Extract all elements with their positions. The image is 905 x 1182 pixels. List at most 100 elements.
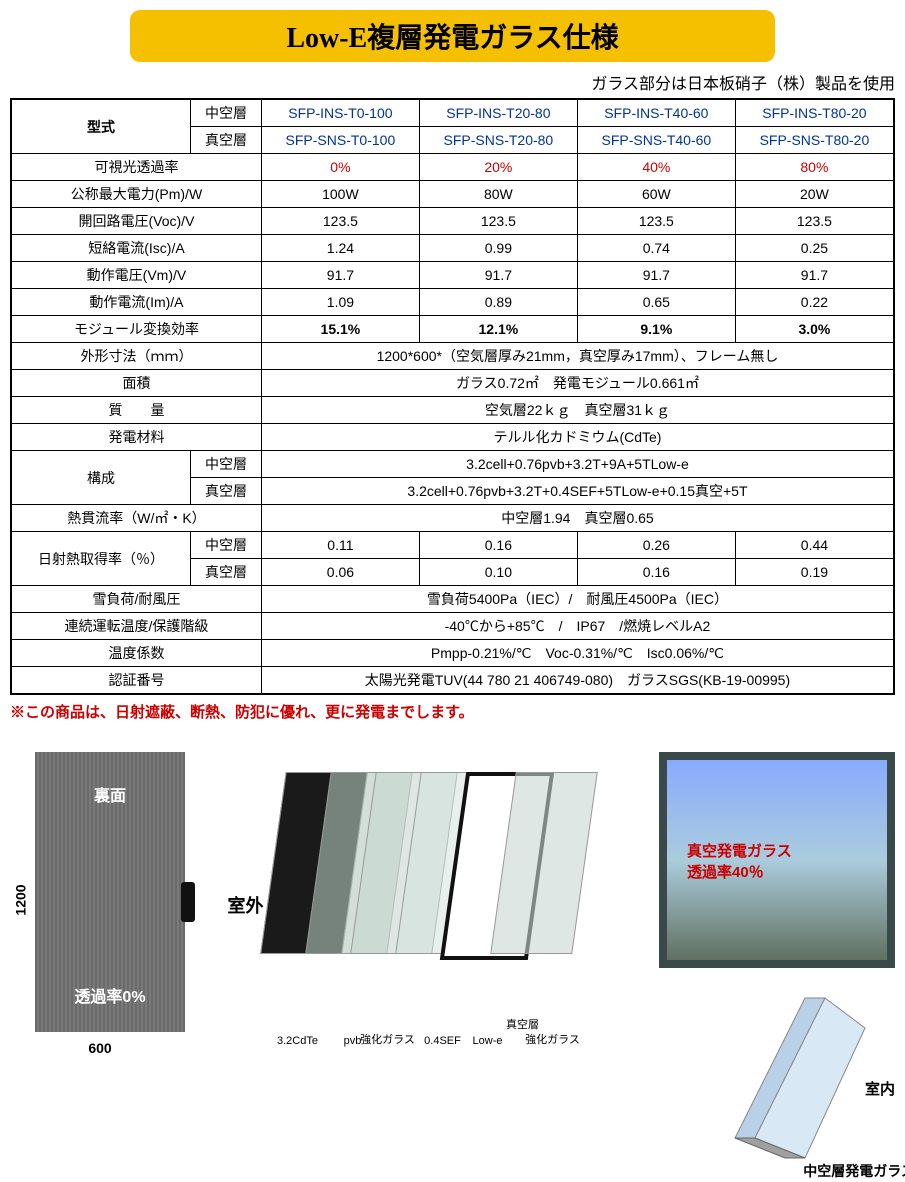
model-header: 型式: [11, 99, 191, 154]
cell: 123.5: [735, 208, 894, 235]
row-label: 動作電流(Im)/A: [11, 289, 261, 316]
cell: 0.26: [577, 532, 735, 559]
connector-icon: [181, 882, 195, 922]
cell: 1.09: [261, 289, 419, 316]
corner-caption: 中空層発電ガラス: [803, 1161, 905, 1181]
row-label: 熱貫流率（W/㎡・K）: [11, 505, 261, 532]
cell: 80W: [419, 181, 577, 208]
layer-label: Low-e: [458, 1035, 518, 1047]
cell: 123.5: [577, 208, 735, 235]
cell: ガラス0.72㎡ 発電モジュール0.661㎡: [261, 370, 894, 397]
cell: テルル化カドミウム(CdTe): [261, 424, 894, 451]
cell: 40%: [577, 154, 735, 181]
photo-line2: 透過率40％: [687, 861, 792, 882]
cell: 0.06: [261, 559, 419, 586]
cell: 91.7: [735, 262, 894, 289]
page-subtitle: ガラス部分は日本板硝子（株）製品を使用: [10, 70, 895, 94]
cell: SFP-INS-T40-60: [577, 99, 735, 127]
row-label: 発電材料: [11, 424, 261, 451]
panel-width-label: 600: [10, 1040, 190, 1056]
panel-rect: 裏面 透過率0%: [35, 752, 185, 1032]
photo-overlay: 真空発電ガラス 透過率40％: [687, 840, 792, 882]
spec-table: 型式 中空層 SFP-INS-T0-100 SFP-INS-T20-80 SFP…: [10, 98, 895, 695]
row-label: 中空層: [191, 451, 262, 478]
cell: 123.5: [261, 208, 419, 235]
cell: 0.65: [577, 289, 735, 316]
cell: SFP-INS-T0-100: [261, 99, 419, 127]
cell: 雪負荷5400Pa（IEC）/ 耐風圧4500Pa（IEC）: [261, 586, 894, 613]
row-label: 動作電圧(Vm)/V: [11, 262, 261, 289]
panel-height-label: 1200: [13, 884, 29, 915]
cell: 0.22: [735, 289, 894, 316]
cell: 0.11: [261, 532, 419, 559]
row-label: 公称最大電力(Pm)/W: [11, 181, 261, 208]
row-label: 短絡電流(Isc)/A: [11, 235, 261, 262]
row-label: 真空層: [191, 478, 262, 505]
row-label: 面積: [11, 370, 261, 397]
cell: 60W: [577, 181, 735, 208]
cell: 9.1%: [577, 316, 735, 343]
cell: 3.2cell+0.76pvb+3.2T+9A+5TLow-e: [261, 451, 894, 478]
cell: 80%: [735, 154, 894, 181]
cell: 91.7: [261, 262, 419, 289]
cell: 3.2cell+0.76pvb+3.2T+0.4SEF+5TLow-e+0.15…: [261, 478, 894, 505]
cell: 0.74: [577, 235, 735, 262]
right-column: 真空発電ガラス 透過率40％ 室内 中空層発電ガラス: [655, 752, 895, 1171]
cell: SFP-INS-T20-80: [419, 99, 577, 127]
row-label: 真空層: [191, 559, 262, 586]
row-label: 温度係数: [11, 640, 261, 667]
cell: SFP-SNS-T40-60: [577, 127, 735, 154]
cell: 20%: [419, 154, 577, 181]
row-label: 外形寸法（ｍｍ）: [11, 343, 261, 370]
sample-photo: 真空発電ガラス 透過率40％: [659, 752, 895, 968]
cell: 20W: [735, 181, 894, 208]
layer-label: 真空層: [493, 1016, 553, 1032]
panel-back-label: 裏面: [35, 782, 185, 806]
row-label: 認証番号: [11, 667, 261, 695]
cell: 1200*600*（空気層厚み21mm，真空厚み17mm）、フレーム無し: [261, 343, 894, 370]
cell: 0.16: [577, 559, 735, 586]
outside-label: 室外: [228, 892, 264, 918]
cell: 0.89: [419, 289, 577, 316]
cell: 123.5: [419, 208, 577, 235]
cell: 太陽光発電TUV(44 780 21 406749-080) ガラスSGS(KB…: [261, 667, 894, 695]
glass-corner-diagram: [715, 988, 875, 1168]
panel-diagram: 1200 裏面 透過率0% 600: [10, 752, 190, 1056]
cell: 91.7: [419, 262, 577, 289]
layer-label: 強化ガラス: [358, 1031, 418, 1047]
row-label: 中空層: [191, 532, 262, 559]
cell: 中空層1.94 真空層0.65: [261, 505, 894, 532]
cell: 12.1%: [419, 316, 577, 343]
cell: 0.19: [735, 559, 894, 586]
row-label: 連続運転温度/保護階級: [11, 613, 261, 640]
layer-label: 強化ガラス: [523, 1031, 583, 1047]
cell: SFP-SNS-T20-80: [419, 127, 577, 154]
cell: 0.16: [419, 532, 577, 559]
cell: 空気層22ｋｇ 真空層31ｋｇ: [261, 397, 894, 424]
vacuum-layer-label: 真空層: [191, 127, 262, 154]
page-title: Low-E複層発電ガラス仕様: [130, 10, 775, 62]
cell: 0.25: [735, 235, 894, 262]
solar-header: 日射熱取得率（％）: [11, 532, 191, 586]
photo-line1: 真空発電ガラス: [687, 840, 792, 861]
cell: 0.99: [419, 235, 577, 262]
cell: 3.0%: [735, 316, 894, 343]
row-label: 質 量: [11, 397, 261, 424]
comp-header: 構成: [11, 451, 191, 505]
cell: 0.10: [419, 559, 577, 586]
row-label: 開回路電圧(Voc)/V: [11, 208, 261, 235]
row-label: モジュール変換効率: [11, 316, 261, 343]
cell: SFP-SNS-T0-100: [261, 127, 419, 154]
product-note: ※この商品は、日射遮蔽、断熱、防犯に優れ、更に発電までします。: [10, 701, 895, 722]
cell: -40℃から+85℃ / IP67 /燃焼レベルA2: [261, 613, 894, 640]
row-label: 可視光透過率: [11, 154, 261, 181]
cell: 0.44: [735, 532, 894, 559]
panel-trans-label: 透過率0%: [35, 983, 185, 1007]
cell: SFP-INS-T80-20: [735, 99, 894, 127]
cell: SFP-SNS-T80-20: [735, 127, 894, 154]
cell: 0%: [261, 154, 419, 181]
cell: 100W: [261, 181, 419, 208]
cell: 91.7: [577, 262, 735, 289]
cell: Pmpp-0.21%/℃ Voc-0.31%/℃ Isc0.06%/℃: [261, 640, 894, 667]
layers-diagram: 室外 3.2CdTe pvb 強化ガラス 0.4SEF Low-e 真空層 強化…: [243, 752, 603, 1052]
